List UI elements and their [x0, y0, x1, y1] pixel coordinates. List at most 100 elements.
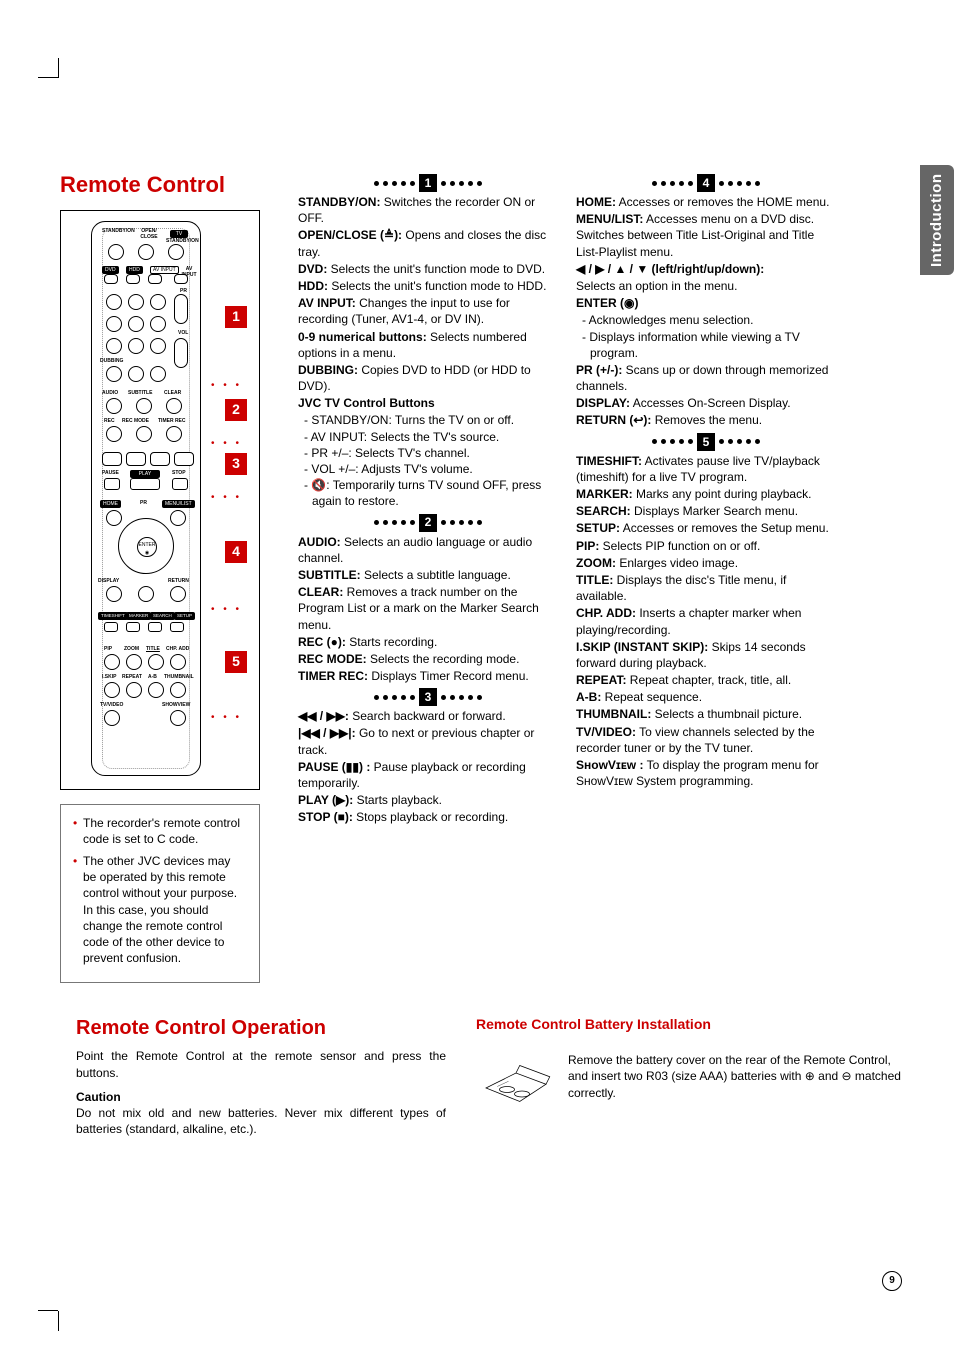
- tv-sub-item: - STANDBY/ON: Turns the TV on or off.: [304, 412, 558, 428]
- remote-button: [104, 622, 118, 632]
- remote-button: [106, 316, 122, 332]
- remote-label: I.SKIP: [102, 674, 116, 681]
- remote-button: [106, 398, 122, 414]
- section-tab: Introduction: [920, 165, 954, 275]
- bottom-section: Remote Control Operation Point the Remot…: [76, 987, 904, 1137]
- desc-marker: MARKER: Marks any point during playback.: [576, 486, 836, 502]
- enter-sub-item: - Displays information while viewing a T…: [582, 329, 836, 361]
- desc-play: PLAY (▶): Starts playback.: [298, 792, 558, 808]
- enter-sublist: - Acknowledges menu selection. - Display…: [582, 312, 836, 361]
- callout-5: 5: [225, 651, 247, 673]
- crop-mark: [58, 58, 59, 78]
- desc-search: SEARCH: Displays Marker Search menu.: [576, 503, 836, 519]
- remote-button: [126, 274, 140, 284]
- desc-thumbnail: THUMBNAIL: Selects a thumbnail picture.: [576, 706, 836, 722]
- remote-button: [102, 452, 122, 466]
- desc-numbuttons: 0-9 numerical buttons: Selects numbered …: [298, 329, 558, 361]
- section-divider-3: 3: [298, 688, 558, 706]
- desc-display: DISPLAY: Accesses On-Screen Display.: [576, 395, 836, 411]
- desc-timerrec: TIMER REC: Displays Timer Record menu.: [298, 668, 558, 684]
- tv-sub-item: - 🔇: Temporarily turns TV sound OFF, pre…: [304, 477, 558, 509]
- remote-button: [128, 316, 144, 332]
- remote-button: [104, 654, 120, 670]
- desc-recmode: REC MODE: Selects the recording mode.: [298, 651, 558, 667]
- desc-dubbing: DUBBING: Copies DVD to HDD (or HDD to DV…: [298, 362, 558, 394]
- remote-button: [126, 452, 146, 466]
- remote-label: STOP: [172, 470, 186, 477]
- desc-repeat: REPEAT: Repeat chapter, track, title, al…: [576, 672, 836, 688]
- desc-enter: ENTER (◉): [576, 295, 836, 311]
- desc-arrows: ◀ / ▶ / ▲ / ▼ (left/right/up/down):: [576, 261, 836, 277]
- remote-button: [128, 366, 144, 382]
- desc-scan: ◀◀ / ▶▶: Search backward or forward.: [298, 708, 558, 724]
- crop-mark: [38, 77, 58, 78]
- battery-illustration: [476, 1058, 556, 1118]
- enter-sub-item: - Acknowledges menu selection.: [582, 312, 836, 328]
- callout-1: 1: [225, 306, 247, 328]
- remote-button: [148, 654, 164, 670]
- battery-title: Remote Control Battery Installation: [476, 1015, 904, 1034]
- remote-label: MENU/LIST: [162, 500, 195, 509]
- battery-block: Remote Control Battery Installation Remo…: [476, 987, 904, 1137]
- desc-home: HOME: Accesses or removes the HOME menu.: [576, 194, 836, 210]
- desc-pip: PIP: Selects PIP function on or off.: [576, 538, 836, 554]
- remote-button: [128, 294, 144, 310]
- desc-timeshift: TIMESHIFT: Activates pause live TV/playb…: [576, 453, 836, 485]
- remote-label: TIMESHIFT: [98, 612, 128, 620]
- remote-button: [106, 586, 122, 602]
- column-middle: 1 STANDBY/ON: Switches the recorder ON o…: [298, 170, 558, 983]
- desc-standby: STANDBY/ON: Switches the recorder ON or …: [298, 194, 558, 226]
- remote-label: STANDBY/ON: [166, 238, 196, 245]
- column-left: Remote Control STANDBY/ON OPEN/CLOSE TV …: [60, 170, 280, 983]
- remote-label: SEARCH: [150, 612, 175, 620]
- desc-menulist: MENU/LIST: Accesses menu on a DVD disc. …: [576, 211, 836, 260]
- desc-arrows-text: Selects an option in the menu.: [576, 278, 836, 294]
- callout-2: 2: [225, 399, 247, 421]
- remote-button: [138, 586, 154, 602]
- desc-pr: PR (+/-): Scans up or down through memor…: [576, 362, 836, 394]
- desc-setup: SETUP: Accesses or removes the Setup men…: [576, 520, 836, 536]
- desc-skip: |◀◀ / ▶▶|: Go to next or previous chapte…: [298, 725, 558, 757]
- remote-label: REPEAT: [122, 674, 142, 681]
- desc-title: TITLE: Displays the disc's Title menu, i…: [576, 572, 836, 604]
- remote-button: [148, 622, 162, 632]
- remote-label: THUMBNAIL: [164, 674, 194, 681]
- tv-sub-item: - PR +/–: Selects TV's channel.: [304, 445, 558, 461]
- operation-block: Remote Control Operation Point the Remot…: [76, 987, 446, 1137]
- remote-button: [104, 478, 120, 490]
- remote-label: PIP: [104, 646, 112, 653]
- remote-button: [104, 274, 118, 284]
- remote-button: [170, 654, 186, 670]
- remote-button: [104, 682, 120, 698]
- desc-chpadd: CHP. ADD: Inserts a chapter marker when …: [576, 605, 836, 637]
- remote-button: [150, 338, 166, 354]
- desc-avinput: AV INPUT: Changes the input to use for r…: [298, 295, 558, 327]
- remote-label: ZOOM: [124, 646, 139, 653]
- desc-tv-heading: JVC TV Control Buttons: [298, 395, 558, 411]
- desc-subtitle: SUBTITLE: Selects a subtitle language.: [298, 567, 558, 583]
- remote-label: REC MODE: [122, 418, 149, 425]
- remote-button: [170, 682, 186, 698]
- remote-label: SHOWVIEW: [162, 702, 190, 709]
- remote-button: [150, 316, 166, 332]
- remote-button: [170, 710, 186, 726]
- desc-openclose: OPEN/CLOSE (≜): Opens and closes the dis…: [298, 227, 558, 259]
- desc-ab: A-B: Repeat sequence.: [576, 689, 836, 705]
- remote-button: [126, 654, 142, 670]
- remote-label: OPEN/CLOSE: [134, 228, 164, 242]
- remote-button: [166, 398, 182, 414]
- remote-button: [170, 586, 186, 602]
- tv-sub-item: - VOL +/–: Adjusts TV's volume.: [304, 461, 558, 477]
- remote-label: HOME: [100, 500, 121, 509]
- remote-button: [150, 366, 166, 382]
- remote-button: [128, 338, 144, 354]
- remote-label: PAUSE: [102, 470, 119, 477]
- remote-label: DUBBING: [100, 358, 123, 365]
- column-right: 4 HOME: Accesses or removes the HOME men…: [576, 170, 836, 983]
- remote-label: RETURN: [168, 578, 189, 585]
- remote-label: TIMER REC: [158, 418, 186, 425]
- remote-button: [148, 274, 162, 284]
- desc-audio: AUDIO: Selects an audio language or audi…: [298, 534, 558, 566]
- caution-text: Do not mix old and new batteries. Never …: [76, 1105, 446, 1137]
- desc-iskip: I.SKIP (INSTANT SKIP): Skips 14 seconds …: [576, 639, 836, 671]
